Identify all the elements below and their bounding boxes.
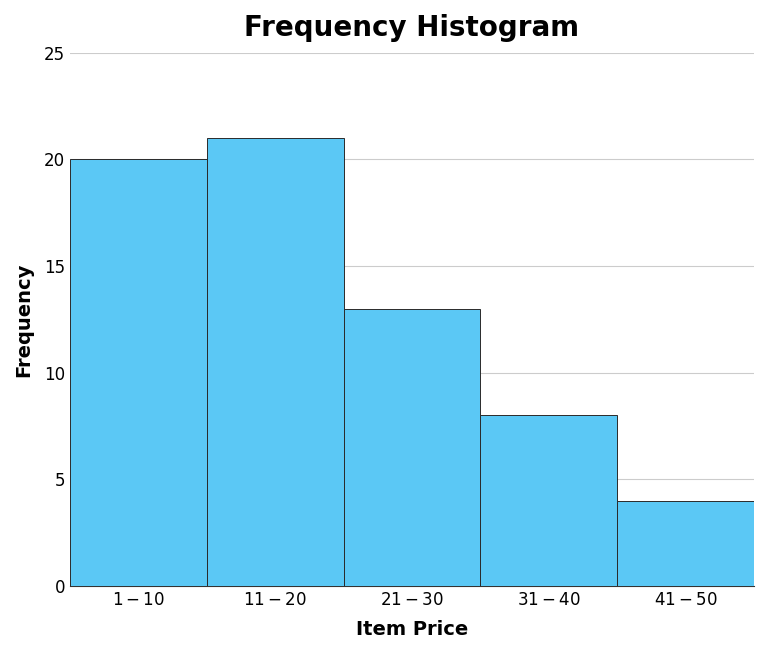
X-axis label: Item Price: Item Price [356, 620, 468, 639]
Title: Frequency Histogram: Frequency Histogram [244, 14, 580, 42]
Y-axis label: Frequency: Frequency [14, 262, 33, 377]
Bar [617, 501, 754, 586]
Bar [343, 309, 481, 586]
Bar [70, 159, 207, 586]
Bar [481, 415, 617, 586]
Bar [207, 138, 343, 586]
